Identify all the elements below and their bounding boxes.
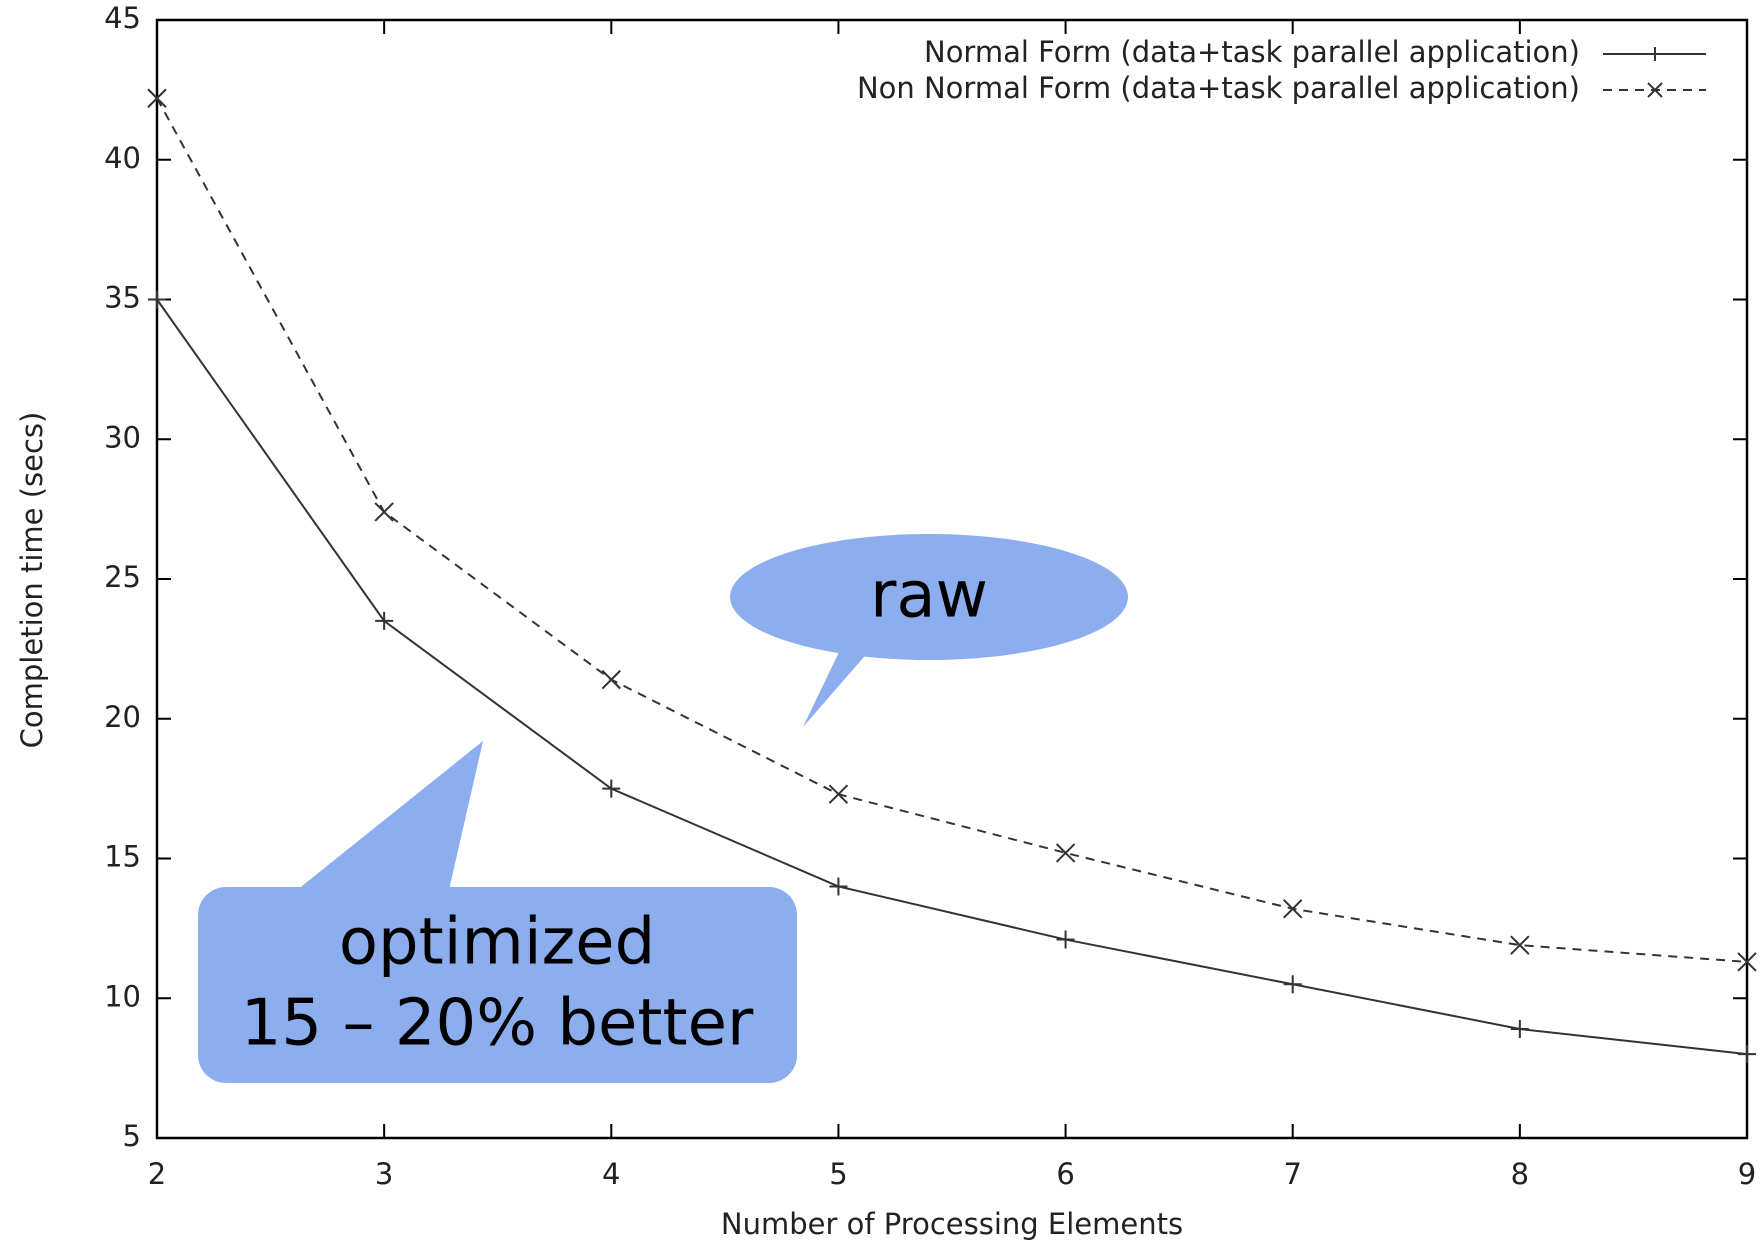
legend-label: Normal Form (data+task parallel applicat… [924,35,1580,69]
x-tick-label: 7 [1283,1157,1301,1191]
y-tick-label: 45 [104,1,141,35]
x-tick-label: 5 [829,1157,847,1191]
x-tick-label: 9 [1738,1157,1756,1191]
x-tick-label: 2 [148,1157,166,1191]
y-axis-label: Completion time (secs) [15,412,49,749]
x-axis-label: Number of Processing Elements [721,1207,1183,1241]
y-tick-label: 10 [104,979,141,1013]
y-tick-label: 35 [104,281,141,315]
y-tick-label: 15 [104,840,141,874]
callout-text: 15 – 20% better [241,987,754,1061]
y-tick-label: 5 [123,1119,141,1153]
y-tick-label: 40 [104,141,141,175]
y-tick-label: 20 [104,700,141,734]
chart: 5101520253035404523456789Normal Form (da… [0,0,1760,1246]
y-tick-label: 25 [104,560,141,594]
x-tick-label: 6 [1056,1157,1074,1191]
callout-text: raw [870,559,988,633]
x-tick-label: 8 [1511,1157,1529,1191]
x-tick-label: 3 [375,1157,393,1191]
callout-text: optimized [339,906,655,980]
page: 5101520253035404523456789Normal Form (da… [0,0,1760,1246]
y-tick-label: 30 [104,420,141,454]
x-tick-label: 4 [602,1157,620,1191]
legend-label: Non Normal Form (data+task parallel appl… [857,71,1580,105]
